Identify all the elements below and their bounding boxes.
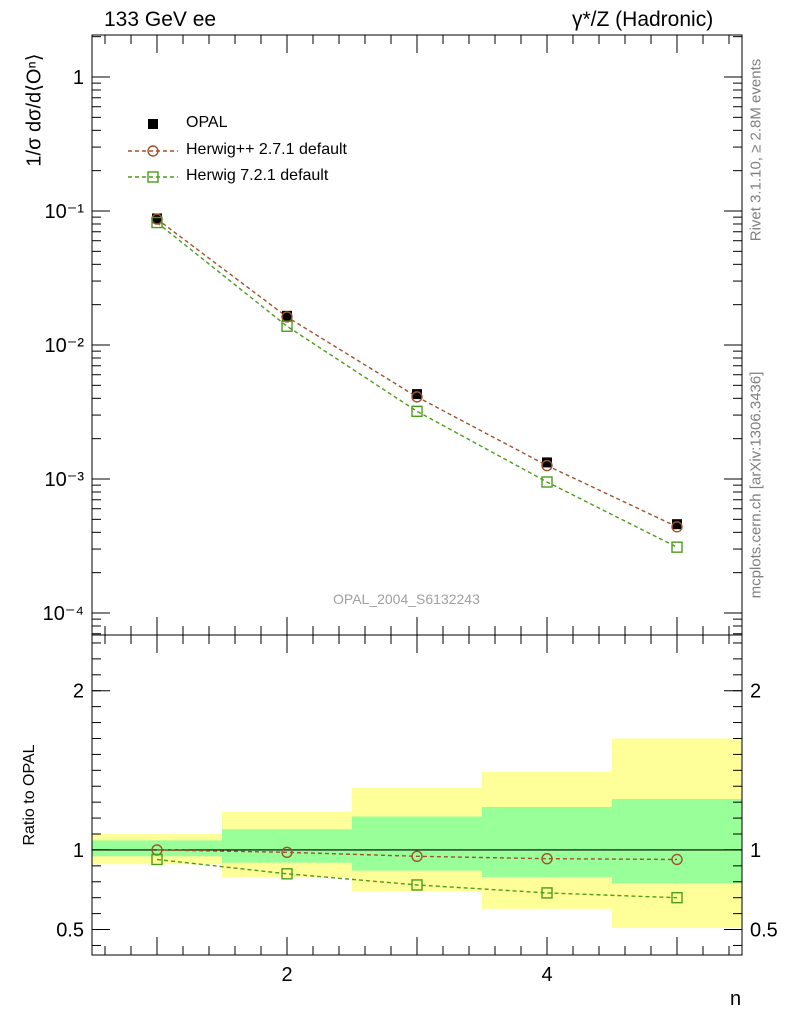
herwig7-main-point xyxy=(541,476,553,488)
herwigpp-ratio-point xyxy=(281,846,293,859)
main-y-axis-label: 1/σ dσ/d⟨Oⁿ⟩ xyxy=(23,53,46,167)
legend-label-herwigpp: Herwig++ 2.7.1 default xyxy=(186,141,347,158)
ratio-y-tick-label-right: 2 xyxy=(750,681,761,703)
herwig7-ratio-point xyxy=(541,887,553,899)
ratio-y-axis-label: Ratio to OPAL xyxy=(21,744,38,846)
main-y-tick-label: 10⁻³ xyxy=(45,469,85,491)
opal-data-point xyxy=(542,457,552,468)
herwigpp-main-point xyxy=(671,521,683,533)
main-y-tick-label: 10⁻⁴ xyxy=(43,603,84,625)
legend-marker-opal xyxy=(148,119,158,129)
x-axis-label: n xyxy=(730,988,742,1010)
herwig7-main-point xyxy=(151,216,163,229)
herwigpp-ratio-point xyxy=(671,853,683,866)
ratio-y-tick-label: 2 xyxy=(73,681,84,703)
ratio-band-green xyxy=(92,840,222,857)
x-tick-label: 2 xyxy=(281,964,292,986)
opal-data-point xyxy=(672,519,682,530)
ratio-y-tick-label-right: 0.5 xyxy=(750,920,778,942)
herwig7-ratio-point xyxy=(151,853,163,866)
herwig7-main-point xyxy=(671,541,683,553)
ratio-y-tick-label-right: 1 xyxy=(750,840,761,862)
herwig7-main-point xyxy=(281,320,293,332)
herwigpp-main-point xyxy=(541,459,553,472)
opal-data-point xyxy=(412,389,422,400)
main-y-tick-label: 1 xyxy=(73,67,84,89)
main-y-tick-label: 10⁻² xyxy=(45,335,85,357)
ratio-band-green xyxy=(482,806,612,877)
herwig7-ratio-point xyxy=(281,868,293,880)
herwig7-ratio-point xyxy=(411,879,423,891)
herwigpp-main-point xyxy=(411,391,423,403)
opal-data-point xyxy=(282,310,292,321)
legend-marker-herwig7 xyxy=(147,171,159,183)
legend-label-herwig7: Herwig 7.2.1 default xyxy=(186,167,329,184)
ratio-band-green xyxy=(352,816,482,871)
herwig7-ratio-point xyxy=(671,891,683,904)
ratio-y-tick-label: 0.5 xyxy=(56,920,84,942)
opal-data-point xyxy=(152,213,162,224)
herwig7-ratio-line xyxy=(156,858,678,899)
legend-label-opal: OPAL xyxy=(186,114,228,131)
herwigpp-main-line xyxy=(156,218,678,528)
rivet-version-label: Rivet 3.1.10, ≥ 2.8M events xyxy=(747,58,765,242)
x-tick-label: 4 xyxy=(541,964,552,986)
legend-marker-herwigpp xyxy=(147,145,159,157)
header-energy: 133 GeV ee xyxy=(104,8,217,31)
header-process: γ*/Z (Hadronic) xyxy=(572,8,714,31)
mcplots-label: mcplots.cern.ch [arXiv:1306.3436] xyxy=(747,371,765,599)
herwigpp-ratio-point xyxy=(411,850,423,862)
ratio-band-green xyxy=(612,798,742,884)
herwig7-main-line xyxy=(156,222,678,548)
main-y-tick-label: 10⁻¹ xyxy=(45,201,85,223)
herwigpp-ratio-line xyxy=(156,849,678,861)
herwig7-main-point xyxy=(411,405,423,418)
herwigpp-ratio-point xyxy=(541,852,553,865)
ratio-y-tick-label: 1 xyxy=(73,840,84,862)
analysis-watermark: OPAL_2004_S6132243 xyxy=(333,591,480,607)
